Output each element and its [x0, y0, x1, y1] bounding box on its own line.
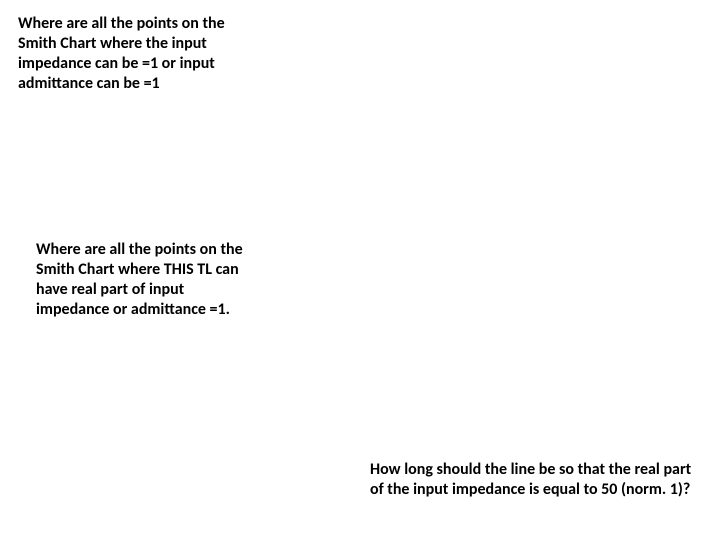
question-text-2: Where are all the points on the Smith Ch… — [36, 240, 246, 320]
slide: Where are all the points on the Smith Ch… — [0, 0, 720, 540]
question-text-3: How long should the line be so that the … — [370, 460, 700, 500]
question-text-1: Where are all the points on the Smith Ch… — [18, 14, 228, 94]
